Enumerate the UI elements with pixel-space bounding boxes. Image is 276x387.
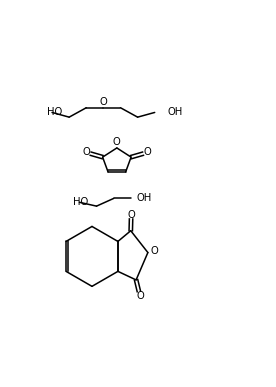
- Text: HO: HO: [73, 197, 88, 207]
- Text: OH: OH: [136, 194, 151, 204]
- Text: O: O: [144, 147, 152, 158]
- Text: O: O: [113, 137, 121, 147]
- Text: O: O: [127, 210, 135, 220]
- Text: OH: OH: [167, 108, 182, 117]
- Text: O: O: [136, 291, 144, 301]
- Text: O: O: [100, 98, 107, 107]
- Text: HO: HO: [47, 108, 63, 117]
- Text: O: O: [82, 147, 90, 158]
- Text: O: O: [150, 247, 158, 257]
